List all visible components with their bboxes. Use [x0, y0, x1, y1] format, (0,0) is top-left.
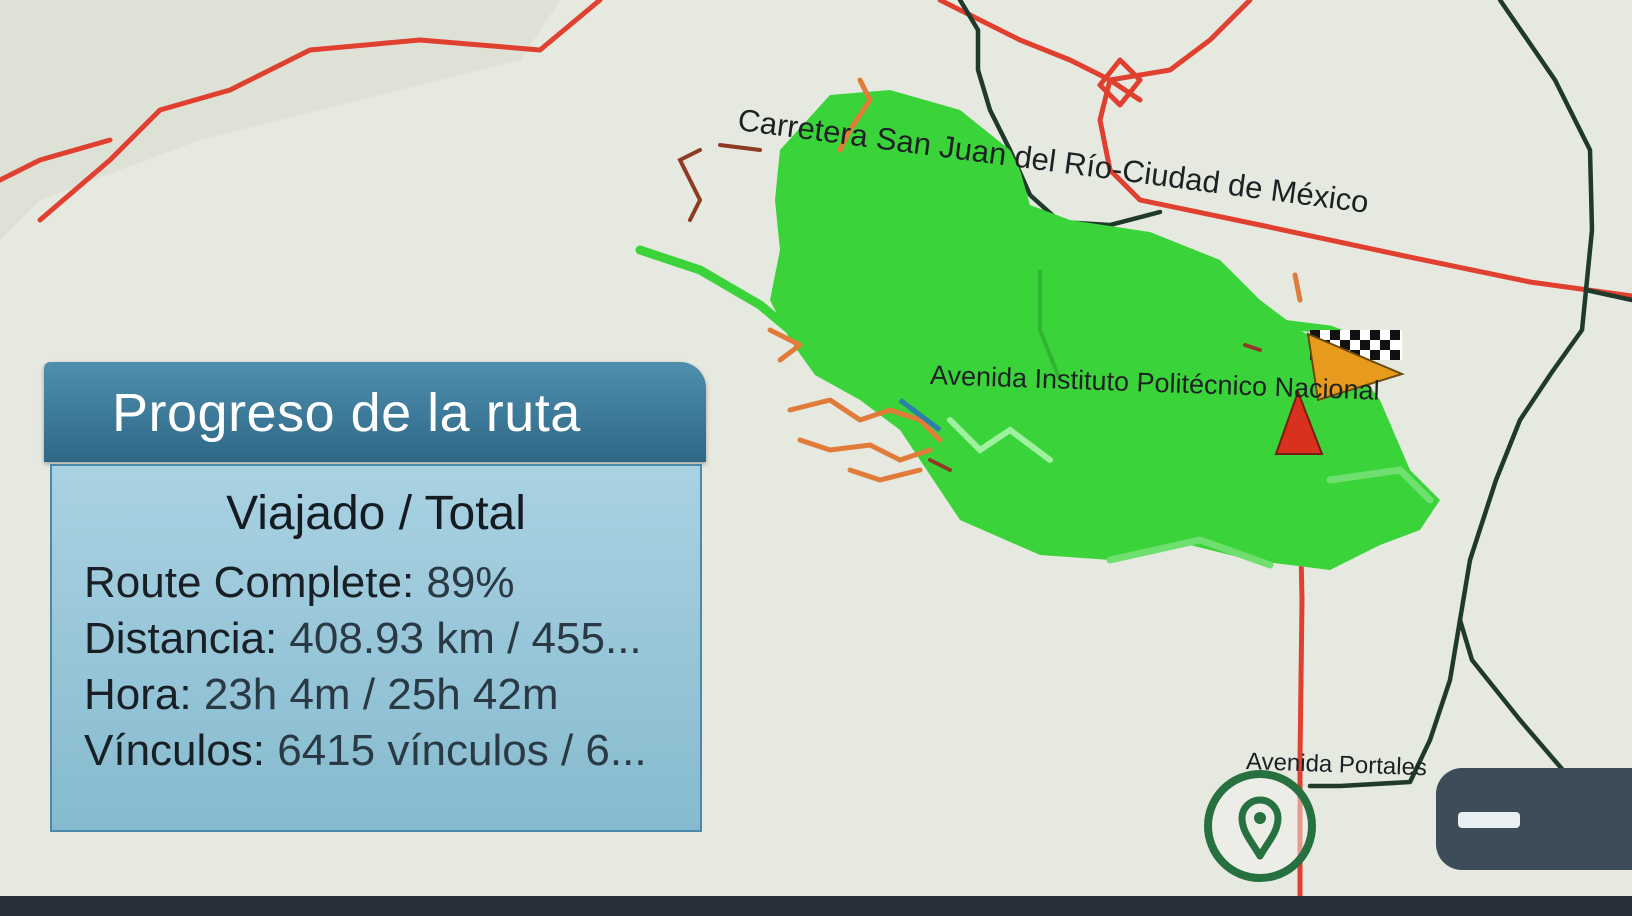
route-complete-value: 89% [426, 558, 515, 607]
untraveled-roads [767, 77, 1303, 483]
route-complete-label: Route Complete: [84, 558, 415, 607]
links-row: Vínculos: 6415 vínculos / 6... [84, 726, 647, 776]
time-value: 23h 4m / 25h 42m [203, 670, 559, 719]
links-label: Vínculos: [84, 726, 265, 775]
zoom-out-button[interactable] [1436, 768, 1632, 870]
distance-value: 408.93 km / 455... [289, 614, 642, 663]
time-label: Hora: [84, 670, 192, 719]
map-glare [0, 0, 560, 240]
links-value: 6415 vínculos / 6... [277, 726, 647, 775]
distance-row: Distancia: 408.93 km / 455... [84, 614, 642, 664]
panel-title: Progreso de la ruta [112, 383, 581, 443]
route-complete-row: Route Complete: 89% [84, 558, 514, 608]
panel-body: Viajado / Total Route Complete: 89% Dist… [50, 464, 702, 832]
panel-subtitle: Viajado / Total [226, 487, 526, 540]
position-arrow-icon [1274, 389, 1324, 455]
minus-icon [1458, 812, 1520, 828]
location-pin-icon [1238, 796, 1282, 860]
distance-label: Distancia: [84, 614, 278, 663]
finish-flag-icon [1306, 330, 1405, 402]
location-pin-button[interactable] [1204, 770, 1316, 882]
brown-road-segments [677, 143, 1262, 472]
route-progress-panel[interactable]: Progreso de la ruta Viajado / Total Rout… [44, 362, 706, 832]
bottom-bezel [0, 896, 1632, 916]
blue-route-segment [898, 398, 942, 432]
time-row: Hora: 23h 4m / 25h 42m [84, 670, 559, 720]
panel-header: Progreso de la ruta [44, 362, 706, 462]
